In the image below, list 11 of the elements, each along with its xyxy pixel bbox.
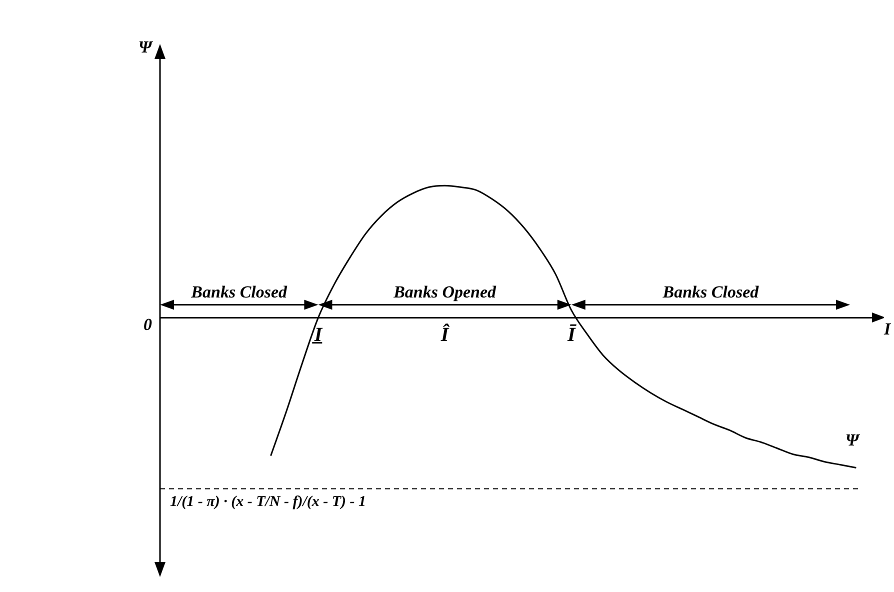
series-label: Ψ [845, 430, 860, 450]
text: 0 [144, 315, 152, 334]
x-tick-label: Î [440, 322, 450, 346]
x-axis-title: I [883, 320, 892, 339]
annotation: Banks Closed [190, 282, 288, 302]
annotation: Banks Closed [662, 282, 760, 302]
annotation: Banks Opened [392, 282, 497, 302]
text: Ψ [138, 37, 154, 56]
x-tick-label: I̲ [311, 324, 324, 346]
x-tick-label: Ī [566, 324, 576, 346]
ref-line-label: 1/(1 - π) · (x - T/N - f)/(x - T) - 1 [170, 494, 366, 510]
